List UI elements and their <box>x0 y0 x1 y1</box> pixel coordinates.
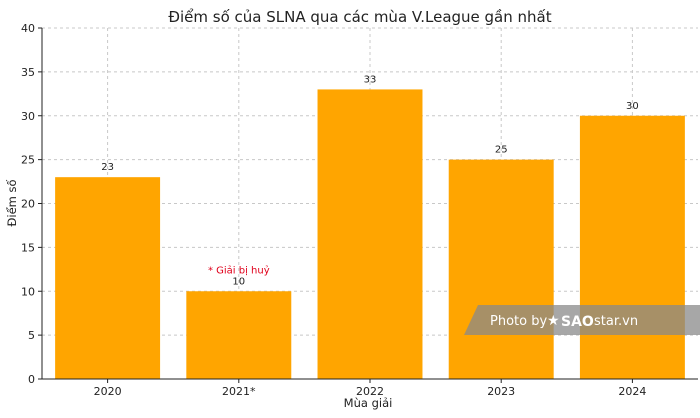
data-label: 33 <box>364 74 377 85</box>
data-label: 30 <box>626 101 639 112</box>
x-tick-label: 2022 <box>356 385 384 398</box>
x-axis-title: Mùa giải <box>344 396 393 410</box>
watermark-banner <box>464 305 700 335</box>
y-tick-label: 20 <box>21 198 35 211</box>
bar-2024 <box>579 115 685 379</box>
y-tick-label: 10 <box>21 285 35 298</box>
data-label: 25 <box>495 145 508 156</box>
x-tick-label: 2024 <box>618 385 646 398</box>
y-tick-label: 15 <box>21 241 35 254</box>
y-tick-label: 0 <box>28 373 35 386</box>
x-tick-label: 2023 <box>487 385 515 398</box>
x-tick-label: 2021* <box>222 385 256 398</box>
y-tick-label: 40 <box>21 22 35 35</box>
bar-2021* <box>186 291 292 379</box>
x-axis-ticks: 2020 2021* 2022 2023 2024 <box>94 379 646 398</box>
bar-2022 <box>317 89 423 380</box>
watermark-prefix: Photo by <box>490 314 547 329</box>
y-axis-ticks: 0 5 10 15 20 25 30 35 40 <box>21 22 42 386</box>
y-tick-label: 30 <box>21 110 35 123</box>
data-label: 23 <box>101 162 114 173</box>
data-label: 10 <box>232 276 245 287</box>
watermark-brand-rest: star.vn <box>594 314 638 329</box>
photo-credit-watermark: Photo by ★ SAO star.vn <box>464 305 700 335</box>
y-axis-title: Điểm số <box>5 179 19 226</box>
watermark-brand-main: SAO <box>561 314 594 330</box>
cancelled-season-note: * Giải bị huỷ <box>208 264 270 276</box>
star-icon: ★ <box>547 313 560 329</box>
data-labels: 23 10 33 25 30 <box>101 74 639 287</box>
x-tick-label: 2020 <box>94 385 122 398</box>
y-tick-label: 35 <box>21 66 35 79</box>
y-tick-label: 5 <box>28 329 35 342</box>
y-tick-label: 25 <box>21 154 35 167</box>
chart-title: Điểm số của SLNA qua các mùa V.League gầ… <box>168 8 551 26</box>
bar-2023 <box>448 159 554 379</box>
bar-2020 <box>55 177 161 379</box>
bars <box>55 89 685 380</box>
